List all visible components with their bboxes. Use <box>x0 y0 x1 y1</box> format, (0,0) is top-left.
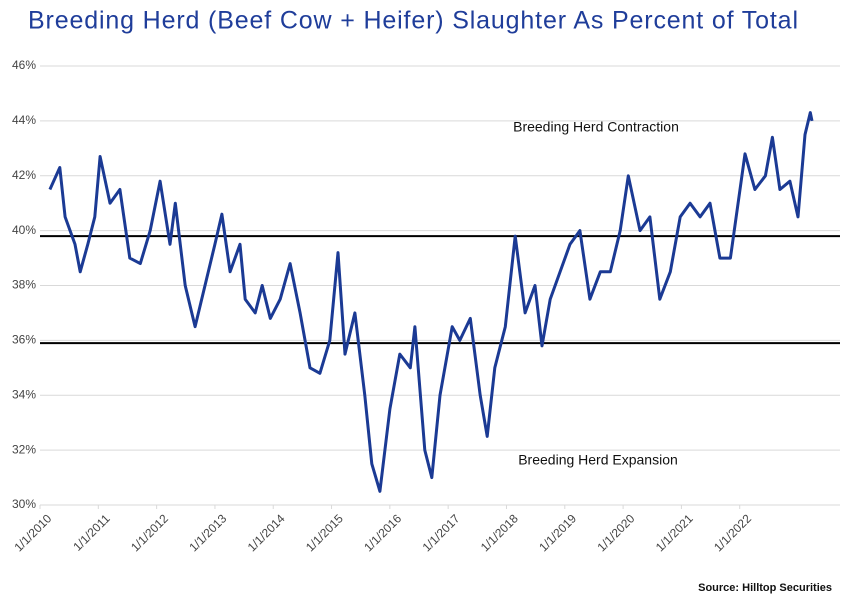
y-tick-label: 40% <box>12 223 36 237</box>
annotation: Breeding Herd Expansion <box>518 452 678 468</box>
y-tick-label: 38% <box>12 278 36 292</box>
x-tick-label: 1/1/2012 <box>128 511 171 554</box>
data-line <box>48 111 814 493</box>
y-tick-label: 46% <box>12 58 36 72</box>
x-tick-label: 1/1/2010 <box>11 511 54 554</box>
x-tick-label: 1/1/2019 <box>536 511 579 554</box>
chart-title: Breeding Herd (Beef Cow + Heifer) Slaugh… <box>28 7 798 35</box>
y-tick-label: 34% <box>12 387 36 401</box>
annotation: Breeding Herd Contraction <box>513 119 679 135</box>
x-tick-label: 1/1/2015 <box>303 511 346 554</box>
y-tick-label: 30% <box>12 497 36 511</box>
x-tick-label: 1/1/2013 <box>186 511 229 554</box>
x-tick-label: 1/1/2017 <box>420 511 463 554</box>
x-tick-label: 1/1/2016 <box>361 511 404 554</box>
y-tick-label: 42% <box>12 168 36 182</box>
x-tick-label: 1/1/2020 <box>595 511 638 554</box>
x-tick-label: 1/1/2011 <box>70 511 113 554</box>
x-tick-label: 1/1/2022 <box>711 511 754 554</box>
y-tick-label: 32% <box>12 442 36 456</box>
y-tick-label: 36% <box>12 333 36 347</box>
x-tick-label: 1/1/2014 <box>245 511 288 554</box>
x-tick-label: 1/1/2021 <box>653 511 696 554</box>
source: Source: Hilltop Securities <box>698 582 832 594</box>
y-tick-label: 44% <box>12 113 36 127</box>
x-tick-label: 1/1/2018 <box>478 511 521 554</box>
